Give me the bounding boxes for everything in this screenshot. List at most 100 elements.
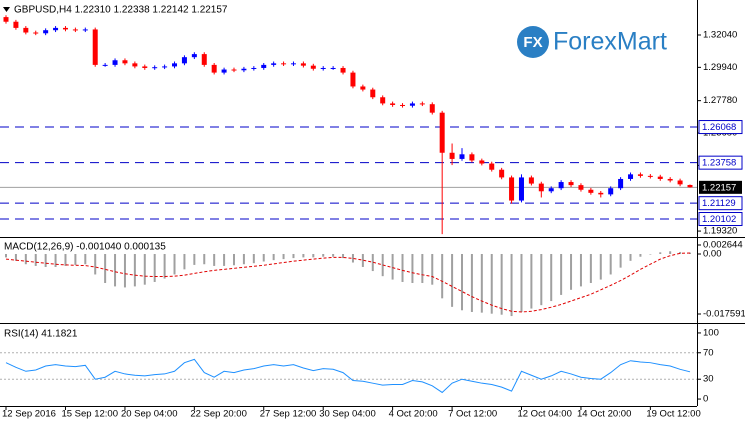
level-label: 1.21129: [702, 198, 736, 209]
level-label: 1.23758: [702, 158, 736, 169]
candle-body: [290, 63, 296, 65]
candle-body: [518, 177, 524, 201]
macd-bar: [252, 254, 255, 264]
macd-bar: [282, 254, 285, 260]
macd-bar: [639, 254, 642, 257]
y-tick-label: -0.017591: [703, 309, 745, 320]
candle-body: [191, 54, 197, 58]
macd-bar: [44, 254, 47, 267]
logo-icon: [517, 26, 549, 58]
level-label-box: [698, 120, 743, 135]
y-tick-label: 1.27780: [703, 95, 737, 106]
macd-bar: [560, 254, 563, 295]
candle-body: [538, 183, 544, 192]
candle-body: [112, 60, 118, 65]
candle-body: [499, 169, 505, 178]
candle-body: [231, 69, 237, 71]
macd-bar: [312, 254, 315, 258]
logo-mark: FX: [523, 34, 542, 51]
x-tick-label: 14 Oct 20:00: [577, 409, 631, 420]
macd-bar: [441, 254, 444, 299]
candle-body: [568, 182, 574, 186]
macd-bar: [599, 254, 602, 280]
candle-body: [33, 32, 39, 34]
logo: FX ForexMart: [517, 26, 667, 58]
candle-body: [162, 66, 168, 68]
macd-bar: [213, 254, 216, 266]
last-price-box: [699, 180, 742, 194]
candle-body: [72, 29, 78, 31]
candle-body: [181, 57, 187, 64]
macd-bar: [14, 254, 17, 261]
candle-body: [677, 180, 683, 185]
macd-bar: [589, 254, 592, 283]
candle-body: [13, 21, 19, 28]
candle-body: [53, 27, 59, 31]
candle-body: [82, 29, 88, 31]
candle-body: [310, 65, 316, 69]
macd-bar: [84, 254, 87, 265]
last-price-label: 1.22157: [702, 182, 736, 193]
macd-bar: [570, 254, 573, 290]
candle-body: [588, 189, 594, 193]
macd-bar: [500, 254, 503, 315]
macd-bar: [94, 254, 97, 275]
macd-bar: [490, 254, 493, 314]
macd-bar: [401, 254, 404, 282]
candle-body: [271, 63, 277, 65]
macd-bar: [133, 254, 136, 287]
candle-body: [657, 176, 663, 179]
candle-body: [618, 178, 624, 189]
candle-body: [330, 67, 336, 69]
macd-bar: [431, 254, 434, 285]
x-tick-label: 7 Oct 12:00: [448, 409, 497, 420]
rsi-line: [5, 358, 691, 394]
candle-body: [628, 174, 634, 179]
y-tick-label: 0: [703, 394, 708, 405]
candle-body: [489, 163, 495, 170]
candle-body: [122, 60, 128, 64]
macd-bar: [550, 254, 553, 302]
macd-bar: [332, 254, 335, 257]
y-tick-label: 0.00: [703, 249, 722, 260]
macd-bar: [361, 254, 364, 267]
macd-bar: [659, 252, 662, 255]
macd-bar: [619, 254, 622, 268]
candle-body: [667, 178, 673, 181]
candle-body: [479, 160, 485, 164]
candle-body: [300, 63, 306, 66]
candle-body: [419, 103, 425, 105]
macd-bar: [421, 254, 424, 283]
candle-body: [102, 64, 108, 66]
macd-bar: [143, 254, 146, 285]
macd-bar: [5, 254, 7, 258]
level-label-box: [698, 155, 743, 170]
candle-body: [340, 67, 346, 73]
candle-body: [528, 177, 534, 184]
candle-body: [261, 64, 267, 68]
candle-body: [281, 63, 287, 65]
macd-bar: [322, 254, 325, 257]
macd-bar: [520, 254, 523, 312]
candle-body: [62, 27, 68, 30]
candle-body: [360, 86, 366, 90]
macd-bar: [272, 254, 275, 261]
candle-body: [320, 67, 326, 69]
candle-body: [647, 175, 653, 177]
macd-bar: [470, 254, 473, 312]
x-tick-label: 27 Sep 12:00: [260, 409, 317, 420]
macd-bar: [114, 254, 117, 287]
candle-body: [687, 184, 693, 188]
candle-body: [221, 69, 227, 73]
macd-bar: [302, 254, 305, 258]
candle-body: [251, 67, 257, 69]
candle-body: [400, 104, 406, 106]
macd-bar: [342, 254, 345, 259]
macd-bar: [123, 254, 126, 288]
candle-body: [459, 154, 465, 159]
level-label: 1.20102: [702, 214, 736, 225]
macd-bar: [451, 254, 454, 307]
menu-arrow[interactable]: [3, 7, 10, 12]
